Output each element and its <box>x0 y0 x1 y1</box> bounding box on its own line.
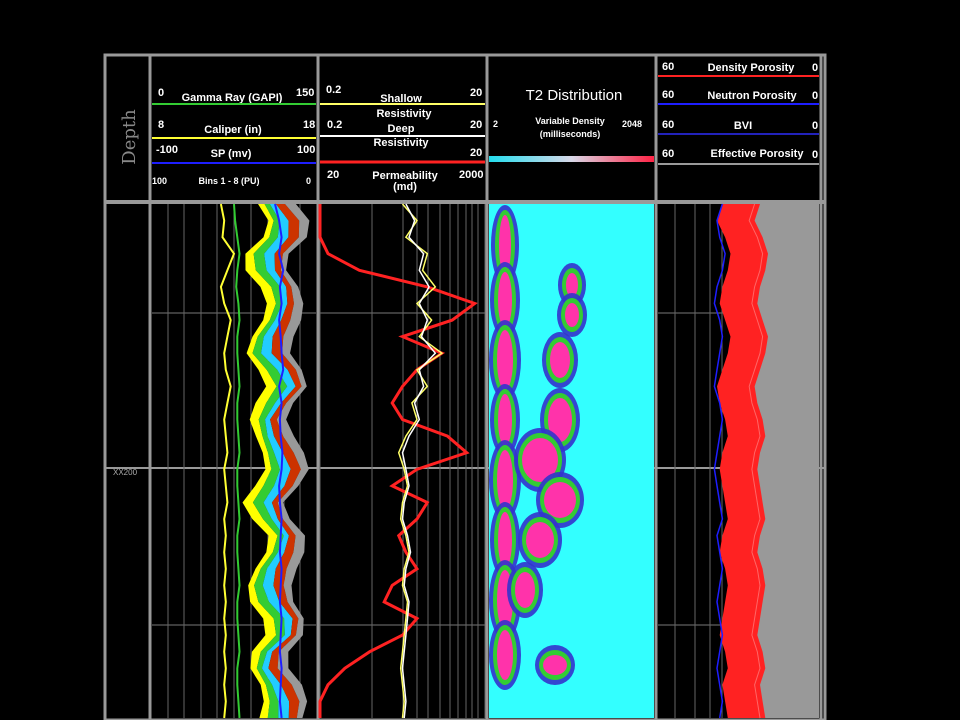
deep-resistivity-curve <box>401 203 437 719</box>
density-porosity-fill <box>717 204 768 718</box>
t2-min: 2 <box>493 119 498 129</box>
neutron-max: 0 <box>812 90 818 102</box>
deep-label-1: Deep <box>388 123 415 135</box>
gamma-max: 150 <box>296 87 314 99</box>
track1-curves <box>219 203 310 719</box>
deep-label-2: Resistivity <box>373 137 429 149</box>
sp-min: -100 <box>156 144 178 156</box>
t2-blob-core <box>497 330 513 390</box>
gamma-curve <box>233 203 241 719</box>
depth-title: Depth <box>119 109 140 165</box>
density-min: 60 <box>662 61 674 73</box>
t2-blob-core <box>565 303 579 327</box>
bins-label: Bins 1 - 8 (PU) <box>198 176 259 186</box>
depth-tick-label: XX200 <box>113 468 138 477</box>
eff-min: 60 <box>662 148 674 160</box>
gamma-min: 0 <box>158 87 164 99</box>
sp-max: 100 <box>297 144 315 156</box>
t2-blob-core <box>548 398 572 442</box>
t2-blob-core <box>497 630 513 680</box>
density-label: Density Porosity <box>708 62 796 74</box>
bin-band-5 <box>276 204 310 718</box>
t2-color-scale <box>489 156 654 162</box>
caliper-max: 18 <box>303 119 315 131</box>
shallow-max: 20 <box>470 87 482 99</box>
shallow-resistivity-curve <box>397 203 444 719</box>
deep-min: 0.2 <box>327 119 342 131</box>
eff-max: 0 <box>812 149 818 161</box>
bin-band-1 <box>242 204 278 718</box>
neutron-label: Neutron Porosity <box>707 90 797 102</box>
shallow-label-1: Shallow <box>380 93 422 105</box>
neutron-min: 60 <box>662 89 674 101</box>
gamma-label: Gamma Ray (GAPI) <box>182 92 283 104</box>
density-porosity-curve <box>748 203 764 719</box>
bins-max: 0 <box>306 176 311 186</box>
shallow-label-2: Resistivity <box>376 108 432 120</box>
t2-blob-core <box>566 273 578 297</box>
sp-label: SP (mv) <box>211 148 252 160</box>
t2-distribution-image <box>489 204 654 718</box>
t2-blob-core <box>497 450 513 510</box>
track1-header: 0 150 Gamma Ray (GAPI) 8 18 Caliper (in)… <box>152 87 316 186</box>
t2-sub-1: Variable Density <box>535 116 605 126</box>
t2-sub-2: (milliseconds) <box>540 129 601 139</box>
t2-blob-core <box>543 655 567 675</box>
deep-max-2: 20 <box>470 147 482 159</box>
track4-header: 60 0 Density Porosity 60 0 Neutron Poros… <box>658 61 819 165</box>
shallow-min: 0.2 <box>326 84 341 96</box>
t2-max: 2048 <box>622 119 642 129</box>
bvi-label: BVI <box>734 120 752 132</box>
caliper-min: 8 <box>158 119 164 131</box>
t2-blob-core <box>498 394 512 446</box>
track4-curves <box>713 203 819 719</box>
bins-min: 100 <box>152 176 167 186</box>
caliper-label: Caliper (in) <box>204 124 262 136</box>
t2-blob-core <box>499 215 511 275</box>
bvi-min: 60 <box>662 119 674 131</box>
sp-curve <box>274 203 285 719</box>
t2-blob-core <box>498 272 512 328</box>
deep-max: 20 <box>470 119 482 131</box>
perm-max: 2000 <box>459 169 483 181</box>
bin-band-3 <box>261 204 296 718</box>
caliper-curve <box>219 203 236 719</box>
bin-band-2 <box>252 204 288 718</box>
track2-header: 0.2 20 Shallow Resistivity 0.2 20 Deep R… <box>320 84 485 193</box>
track2-curves <box>318 203 478 719</box>
density-max: 0 <box>812 62 818 74</box>
t2-blob-core <box>526 522 554 558</box>
bvi-max: 0 <box>812 120 818 132</box>
t2-blob-core <box>550 342 570 378</box>
bin-band-4 <box>268 204 302 718</box>
t2-blob-core <box>544 482 576 518</box>
t2-blob-core <box>522 438 558 482</box>
t2-blob-core <box>515 572 535 608</box>
perm-label-1: Permeability <box>372 170 438 182</box>
perm-label-2: (md) <box>393 181 417 193</box>
t2-title: T2 Distribution <box>526 87 623 104</box>
perm-min: 20 <box>327 169 339 181</box>
neutron-porosity-curve <box>713 203 726 719</box>
eff-label: Effective Porosity <box>711 148 805 160</box>
t2-blob-core <box>498 512 512 568</box>
track3-header: T2 Distribution 2 2048 Variable Density … <box>489 87 654 162</box>
